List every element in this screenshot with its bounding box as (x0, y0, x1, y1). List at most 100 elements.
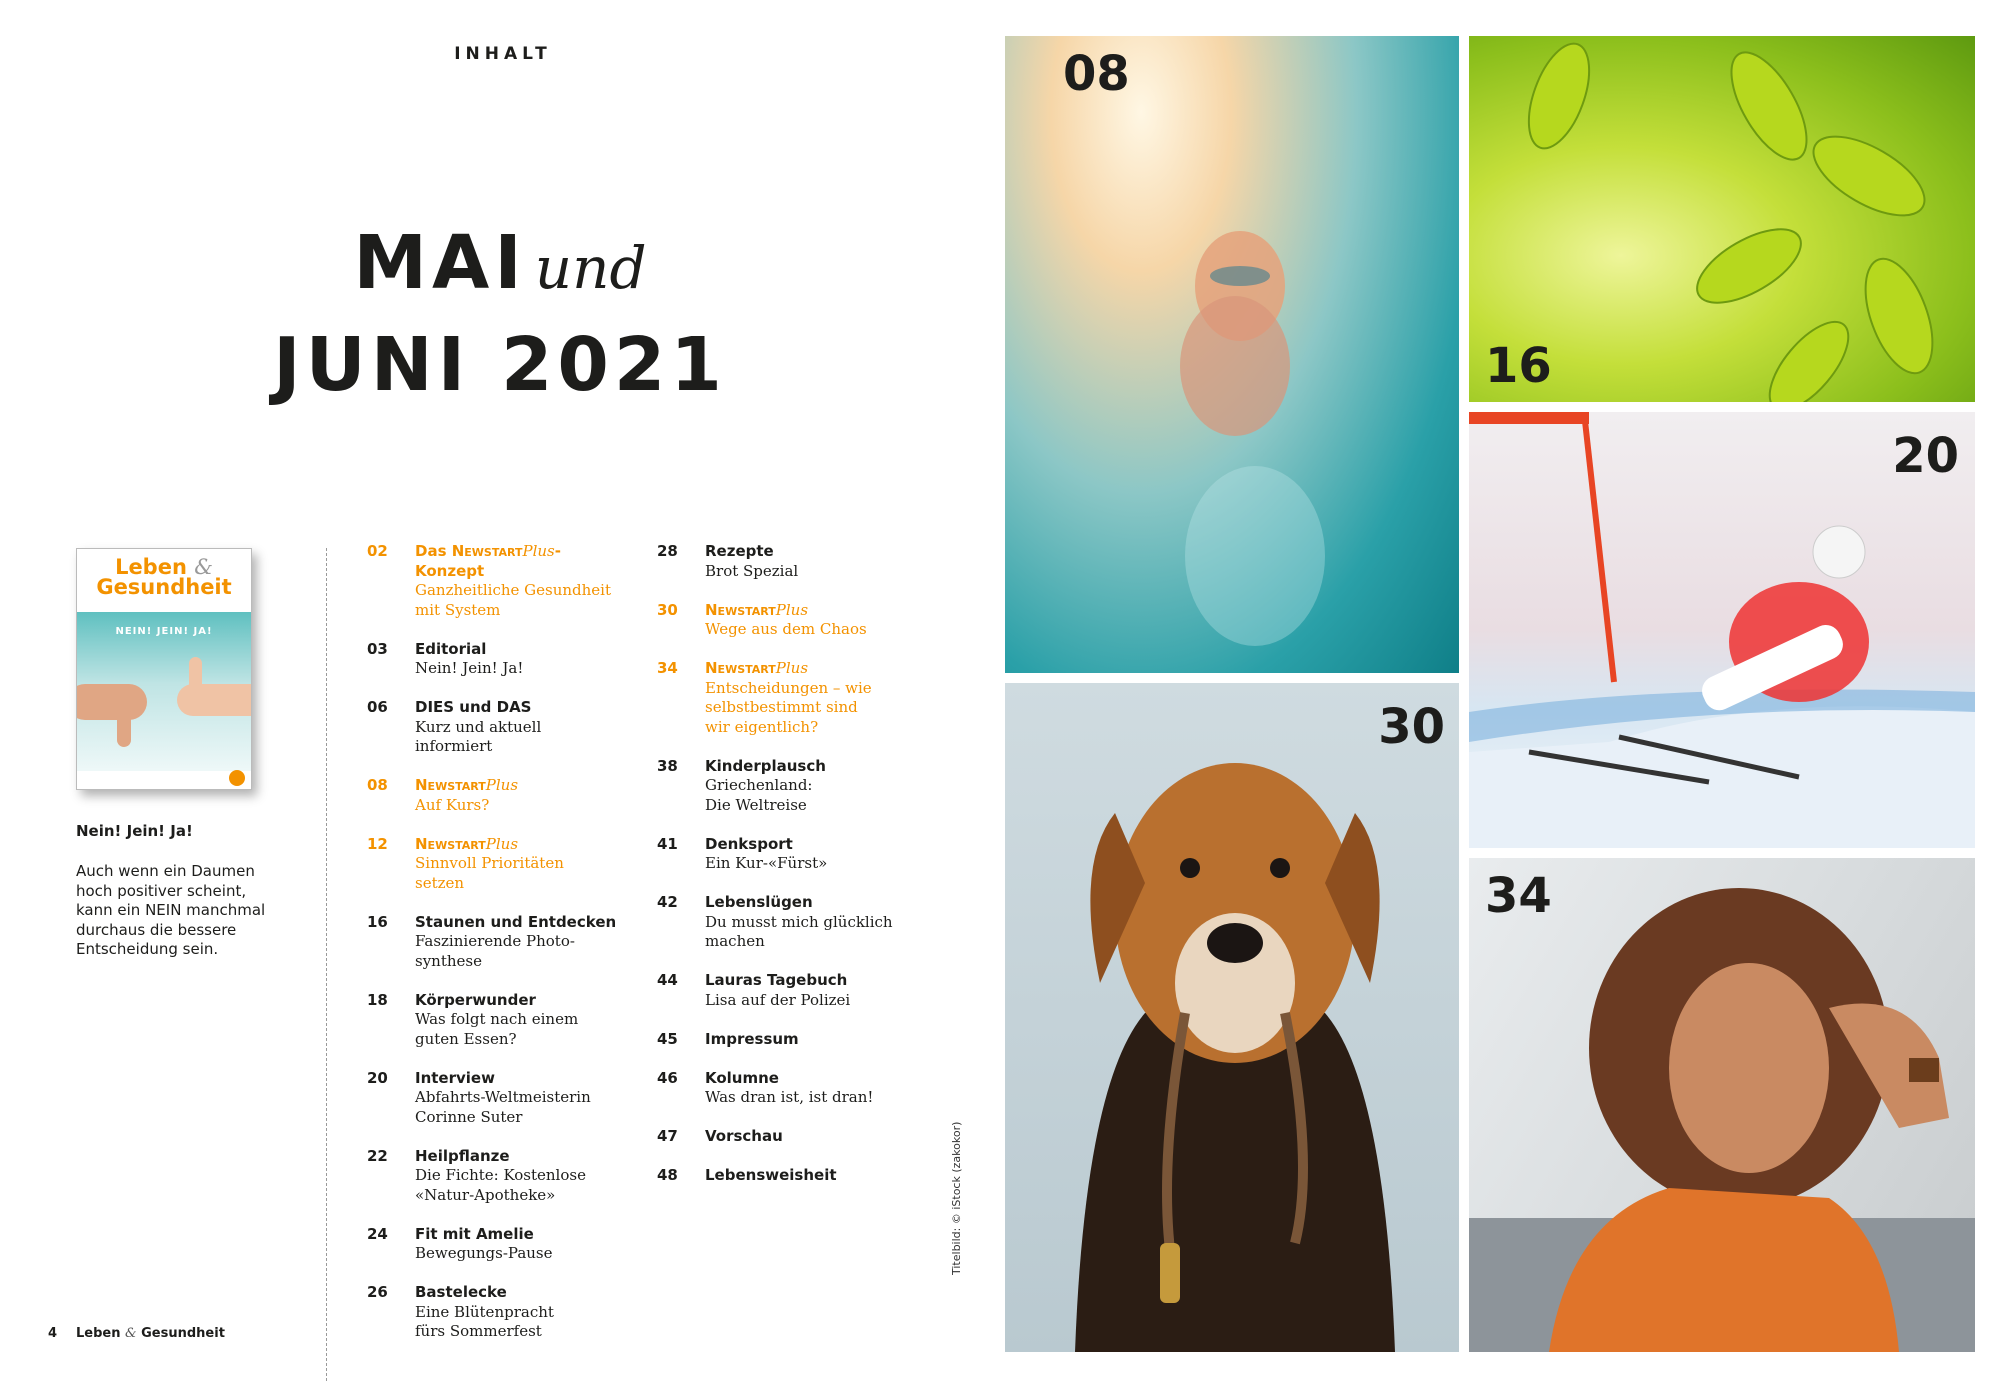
toc-entry-subtitle: Du musst mich glücklich machen (705, 912, 893, 951)
page-title: MAI und JUNI 2021 (240, 222, 760, 406)
toc-page-number: 03 (367, 639, 388, 658)
toc-page-number: 26 (367, 1283, 388, 1301)
photo-page-number: 08 (1063, 46, 1130, 102)
woman-shape (1469, 888, 1975, 1352)
footer-brand-amp: & (125, 1326, 137, 1341)
title-prefix: Das (415, 542, 452, 560)
toc-entry-title: Das NewstartPlus-Konzept (415, 542, 617, 581)
toc-entry[interactable]: 02 Das NewstartPlus-Konzept Ganzheitliche … (367, 542, 617, 620)
cover-badge-icon (229, 770, 245, 786)
toc-entry[interactable]: 18 Körperwunder Was folgt nach einem guten… (367, 991, 617, 1050)
toc-page-number: 38 (657, 756, 678, 775)
toc-entry-subtitle: Was folgt nach einem guten Essen? (415, 1010, 579, 1048)
toc-entry-title: Rezepte (705, 542, 774, 560)
magazine-cover-thumbnail[interactable]: Leben & Gesundheit NEIN! JEIN! JA! (76, 548, 252, 790)
toc-entry-subtitle: Lisa auf der Polizei (705, 990, 851, 1009)
toc-entry-subtitle: Eine Blütenpracht fürs Sommerfest (415, 1302, 554, 1341)
toc-entry-title: Interview (415, 1068, 495, 1087)
toc-entry-subtitle: Sinnvoll Prioritäten setzen (415, 854, 564, 892)
toc-entry[interactable]: 16 Staunen und Entdecken Faszinierende Pho… (367, 913, 617, 972)
photo-dog-with-leash[interactable]: 30 (1005, 683, 1459, 1352)
cover-image: NEIN! JEIN! JA! (77, 612, 251, 771)
toc-entry[interactable]: 41 Denksport Ein Kur-«Fürst» (657, 835, 907, 874)
toc-page-number: 24 (367, 1224, 388, 1243)
footer-brand-leben: Leben (76, 1326, 121, 1341)
toc-entry[interactable]: 46 Kolumne Was dran ist, ist dran! (657, 1069, 907, 1108)
plus-brand: Plus (775, 659, 809, 677)
toc-column-1: 02 Das NewstartPlus-Konzept Ganzheitliche … (367, 542, 617, 1361)
toc-entry-subtitle: Wege aus dem Chaos (705, 620, 867, 638)
toc-page-number: 28 (657, 542, 678, 560)
photo-child-swimming[interactable]: 08 (1005, 36, 1459, 673)
skier-shape (1469, 412, 1975, 848)
toc-entry-title: Lebensweisheit (705, 1166, 837, 1184)
plus-brand: Plus (485, 834, 519, 853)
photo-credit: Titelbild: © iStock (zakokor) (950, 1121, 963, 1275)
toc-entry-title: Kinderplausch (705, 756, 826, 775)
photo-page-number: 16 (1485, 338, 1552, 394)
toc-entry[interactable]: 24 Fit mit Amelie Bewegungs-Pause (367, 1225, 617, 1264)
toc-entry-title: NewstartPlus (705, 601, 907, 621)
photo-smiling-woman[interactable]: 34 (1469, 858, 1975, 1352)
newstart-brand: Newstart (705, 600, 776, 619)
photo-green-leaves[interactable]: 16 (1469, 36, 1975, 402)
toc-entry[interactable]: 48 Lebensweisheit (657, 1166, 907, 1186)
photo-page-number: 30 (1378, 699, 1445, 755)
toc-entry-subtitle: Faszinierende Photo- synthese (415, 932, 575, 970)
toc-page-number: 12 (367, 834, 388, 853)
toc-entry[interactable]: 28 Rezepte Brot Spezial (657, 542, 907, 581)
toc-entry[interactable]: 20 Interview Abfahrts-Weltmeisterin Corinn… (367, 1069, 617, 1128)
toc-entry-title: Vorschau (705, 1127, 783, 1145)
toc-entry-subtitle: Ganzheitliche Gesundheit mit System (415, 581, 611, 619)
toc-page-number: 22 (367, 1146, 388, 1165)
thumbs-down-hand (77, 684, 147, 720)
newstart-brand: Newstart (705, 659, 776, 677)
toc-entry-title: Editorial (415, 639, 487, 658)
footer-brand-gesundheit: Gesundheit (141, 1326, 225, 1341)
toc-entry[interactable]: 44 Lauras Tagebuch Lisa auf der Polizei (657, 971, 907, 1010)
toc-page-number: 45 (657, 1029, 678, 1048)
toc-page-number: 47 (657, 1127, 678, 1145)
toc-entry[interactable]: 42 Lebenslügen Du musst mich glücklich mac… (657, 893, 907, 952)
toc-page-number: 18 (367, 990, 388, 1009)
title-line-1: MAI (353, 220, 527, 306)
toc-entry-title: Impressum (705, 1029, 799, 1048)
toc-entry-title: Kolumne (705, 1068, 779, 1087)
toc-entry[interactable]: 12 NewstartPlus Sinnvoll Prioritäten setze… (367, 835, 617, 894)
toc-entry[interactable]: 45 Impressum (657, 1030, 907, 1050)
toc-page-number: 20 (367, 1068, 388, 1087)
toc-entry-title: NewstartPlus (705, 659, 907, 679)
toc-entry[interactable]: 30 NewstartPlus Wege aus dem Chaos (657, 601, 907, 640)
thumbs-down-thumb (117, 707, 131, 747)
toc-page-number: 16 (367, 912, 388, 931)
cover-caption-title: Nein! Jein! Ja! (76, 822, 193, 840)
toc-entry-title: NewstartPlus (415, 835, 617, 855)
toc-entry[interactable]: 47 Vorschau (657, 1127, 907, 1147)
logo-leben: Leben (115, 555, 187, 579)
toc-entry[interactable]: 38 Kinderplausch Griechenland: Die Weltrei… (657, 757, 907, 816)
photo-skier[interactable]: 20 (1469, 412, 1975, 848)
toc-entry[interactable]: 08 NewstartPlus Auf Kurs? (367, 776, 617, 815)
toc-page-number: 48 (657, 1166, 678, 1184)
thumbs-up-hand (177, 684, 251, 716)
plus-brand: Plus (775, 600, 809, 619)
toc-entry[interactable]: 03 Editorial Nein! Jein! Ja! (367, 640, 617, 679)
page-footer: 4 Leben & Gesundheit (48, 1326, 225, 1341)
toc-entry-subtitle: Nein! Jein! Ja! (415, 659, 524, 677)
title-suffix: -Konzept (415, 542, 561, 580)
toc-entry[interactable]: 26 Bastelecke Eine Blütenpracht fürs Somme… (367, 1283, 617, 1342)
toc-page-number: 41 (657, 834, 678, 853)
newstart-brand: Newstart (415, 776, 486, 794)
logo-gesundheit: Gesundheit (96, 575, 232, 599)
toc-entry[interactable]: 34 NewstartPlus Entscheidungen – wie selbs… (657, 659, 907, 737)
toc-entry-subtitle: Bewegungs-Pause (415, 1244, 553, 1262)
toc-entry[interactable]: 06 DIES und DAS Kurz und aktuell informier… (367, 698, 617, 757)
toc-page-number: 34 (657, 659, 678, 677)
cover-headline: NEIN! JEIN! JA! (115, 626, 213, 637)
toc-entry[interactable]: 22 Heilpflanze Die Fichte: Kostenlose «Nat… (367, 1147, 617, 1206)
title-und: und (534, 234, 647, 302)
thumbs-up-thumb (189, 657, 202, 693)
toc-page-number: 30 (657, 600, 678, 619)
swimmer-shape (1180, 231, 1325, 646)
toc-page-number: 02 (367, 542, 388, 560)
